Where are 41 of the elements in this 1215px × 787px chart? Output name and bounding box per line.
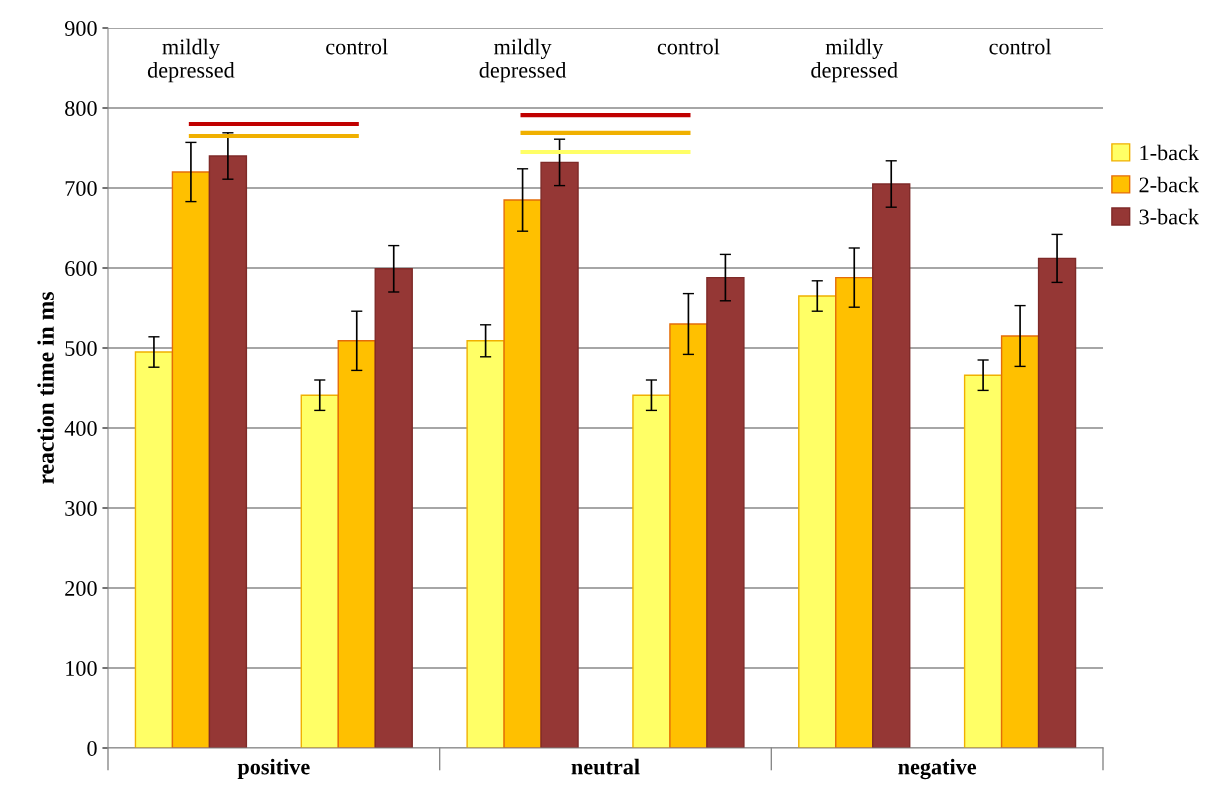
text: negative [898,758,977,780]
x-tick-label: control [326,38,388,55]
y-tick-label: 200 [65,580,97,596]
bar [798,295,837,748]
x-tick-label: mildly depressed [147,38,235,83]
bar [1000,335,1040,748]
bar [632,394,671,748]
y-tick-label: 700 [65,180,97,196]
y-tick-label: 0 [87,740,97,756]
bar [134,351,174,748]
x-tick-label: control [657,38,720,55]
bar [835,276,874,748]
bar [540,161,579,748]
bar [208,155,248,748]
bar [706,276,745,748]
bar [503,199,542,748]
y-tick-label: 800 [65,100,97,116]
text: positive [237,758,310,779]
bar [337,340,376,748]
y-tick-label: 400 [64,420,97,436]
bar [872,183,911,748]
y-tick-label: 900 [64,20,97,36]
bar [963,374,1003,748]
y-tick-label: 600 [65,260,97,276]
bar [171,171,211,748]
y-axis-title: reaction time in ms [37,292,54,484]
y-tick-label: 100 [66,660,97,676]
legend-label: 3-back [1139,208,1200,225]
text: neutral [571,758,640,775]
x-tick-label: mildly depressed [811,38,898,83]
bar [466,340,505,748]
y-tick-label: 300 [65,500,97,516]
y-tick-label: 500 [65,340,97,356]
bar [300,394,339,748]
legend-label: 2-back [1139,176,1200,193]
bar [669,323,708,748]
bar [1037,257,1077,748]
legend-label: 1-back [1140,144,1200,161]
bar [374,268,413,748]
x-tick-label: control [989,38,1052,55]
x-tick-label: mildly depressed [479,38,567,83]
